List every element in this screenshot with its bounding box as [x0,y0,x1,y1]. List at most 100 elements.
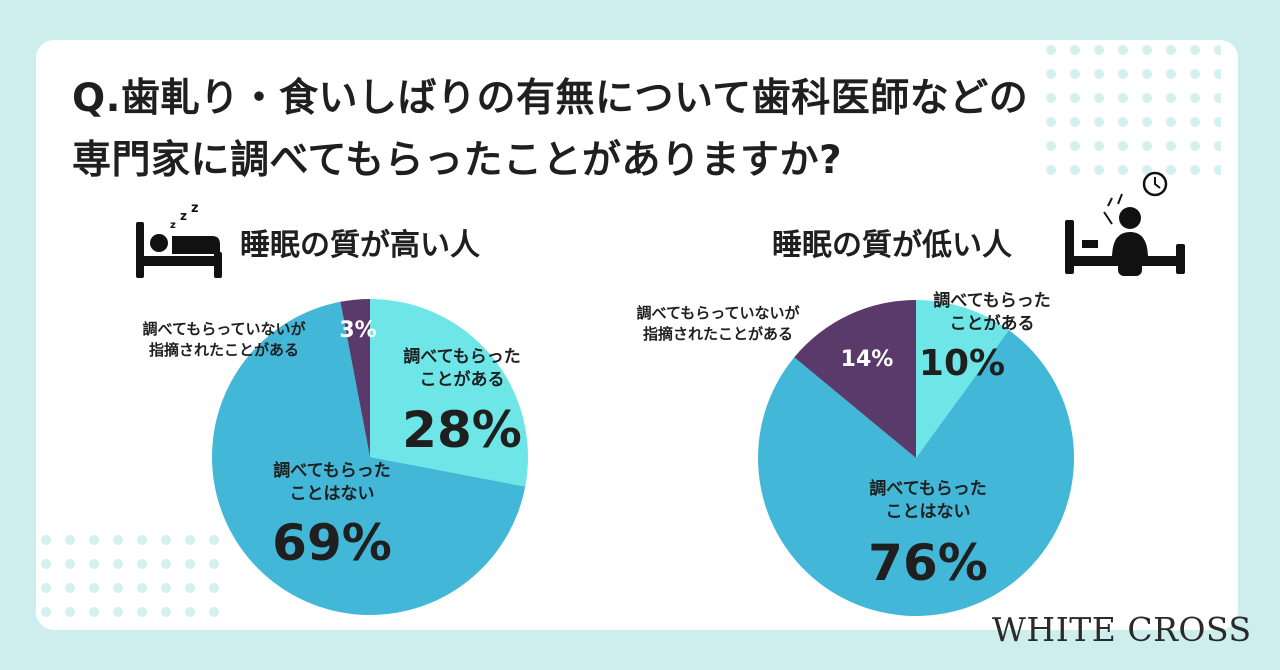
decorative-dot [1214,141,1221,151]
slice-label: 調べてもらっていないが [637,304,801,322]
decorative-dot [1046,165,1056,175]
chart-title: 睡眠の質が高い人 [240,228,480,263]
decorative-dot [1118,117,1128,127]
decorative-dot [1142,69,1152,79]
pie-chart-2: 睡眠の質が低い人調べてもらったことがある10%調べてもらったことはない76%調べ… [637,228,1074,616]
decorative-dot [209,607,219,617]
decorative-dot [1214,165,1221,175]
slice-label: 調べてもらった [869,478,986,499]
slice-value-label: 28% [402,401,522,459]
decorative-dots-top-right [1046,45,1221,175]
decorative-dot [1190,165,1200,175]
decorative-dot [65,535,75,545]
decorative-dot [1166,69,1176,79]
question-title-line-1: Q.歯軋り・食いしばりの有無について歯科医師などの [72,76,1029,121]
decorative-dot [1070,117,1080,127]
decorative-dot [89,583,99,593]
decorative-dot [113,607,123,617]
decorative-dot [1118,141,1128,151]
question-title: Q.歯軋り・食いしばりの有無について歯科医師などの 専門家に調べてもらったことが… [72,68,1028,192]
pie-layer: 睡眠の質が高い人調べてもらったことがある28%調べてもらったことはない69%調べ… [143,228,1074,616]
decorative-dot [161,607,171,617]
decorative-dot [1070,165,1080,175]
brand-logo: WHITE CROSS [992,610,1252,649]
decorative-dot [113,535,123,545]
decorative-dot [1118,165,1128,175]
decorative-dot [1166,93,1176,103]
decorative-dot [1070,141,1080,151]
decorative-dot [1166,165,1176,175]
decorative-dot [1142,165,1152,175]
svg-text:z: z [180,209,187,223]
pie-slice [794,300,916,458]
decorative-dot [65,559,75,569]
pie-slice [757,330,1074,616]
svg-text:z: z [191,201,199,216]
decorative-dot [1046,45,1056,55]
decorative-dot [41,583,51,593]
slice-value-label: 69% [272,514,392,572]
decorative-dot [161,535,171,545]
decorative-dot [1070,45,1080,55]
decorative-dot [41,607,51,617]
decorative-dot [1046,93,1056,103]
slice-value-label: 14% [841,347,894,372]
decorative-dot [1094,45,1104,55]
slice-label: 指摘されたことがある [643,325,793,343]
decorative-dot [1190,93,1200,103]
chart-title: 睡眠の質が低い人 [772,228,1012,263]
decorative-dot [209,559,219,569]
slice-label: ことはない [886,502,971,522]
decorative-dot [113,583,123,593]
decorative-dot [1094,117,1104,127]
pie-slice [212,301,526,615]
decorative-dot [1190,117,1200,127]
decorative-dots-bottom-left [41,535,219,617]
slice-label: 調べてもらった [933,290,1050,311]
slice-value-label: 3% [339,318,376,343]
decorative-dot [1094,165,1104,175]
decorative-dot [1070,93,1080,103]
decorative-dot [1190,45,1200,55]
svg-text:z: z [170,220,176,231]
slice-value-label: 10% [919,343,1005,384]
decorative-dot [1070,69,1080,79]
decorative-dot [89,559,99,569]
decorative-dot [209,535,219,545]
decorative-dot [1142,117,1152,127]
decorative-dot [41,535,51,545]
slice-label: 調べてもらった [273,460,390,481]
sleeping-person-in-bed-icon: z z z [136,201,222,278]
decorative-dot [1190,141,1200,151]
decorative-dot [1118,45,1128,55]
decorative-dot [185,535,195,545]
decorative-dot [185,583,195,593]
question-title-line-2: 専門家に調べてもらったことがありますか? [72,138,843,183]
decorative-dot [41,559,51,569]
decorative-dot [161,559,171,569]
decorative-dot [1166,45,1176,55]
decorative-dot [1118,69,1128,79]
decorative-dot [65,607,75,617]
decorative-dot [1142,141,1152,151]
slice-label: ことはない [290,484,375,504]
decorative-dot [161,583,171,593]
decorative-dot [1166,117,1176,127]
decorative-dot [1142,45,1152,55]
decorative-dot [1094,69,1104,79]
pie-slice [340,299,370,457]
decorative-dot [137,583,147,593]
sleepless-person-in-bed-icon [1065,171,1185,276]
decorative-dot [1046,141,1056,151]
decorative-dot [1214,117,1221,127]
decorative-dot [1046,117,1056,127]
pie-slice [916,300,1009,458]
decorative-dot [185,559,195,569]
decorative-dot [1118,93,1128,103]
slice-label: 調べてもらっていないが [143,320,307,338]
decorative-dot [1214,69,1221,79]
decorative-dot [1214,45,1221,55]
decorative-dot [1166,141,1176,151]
decorative-dot [1094,141,1104,151]
